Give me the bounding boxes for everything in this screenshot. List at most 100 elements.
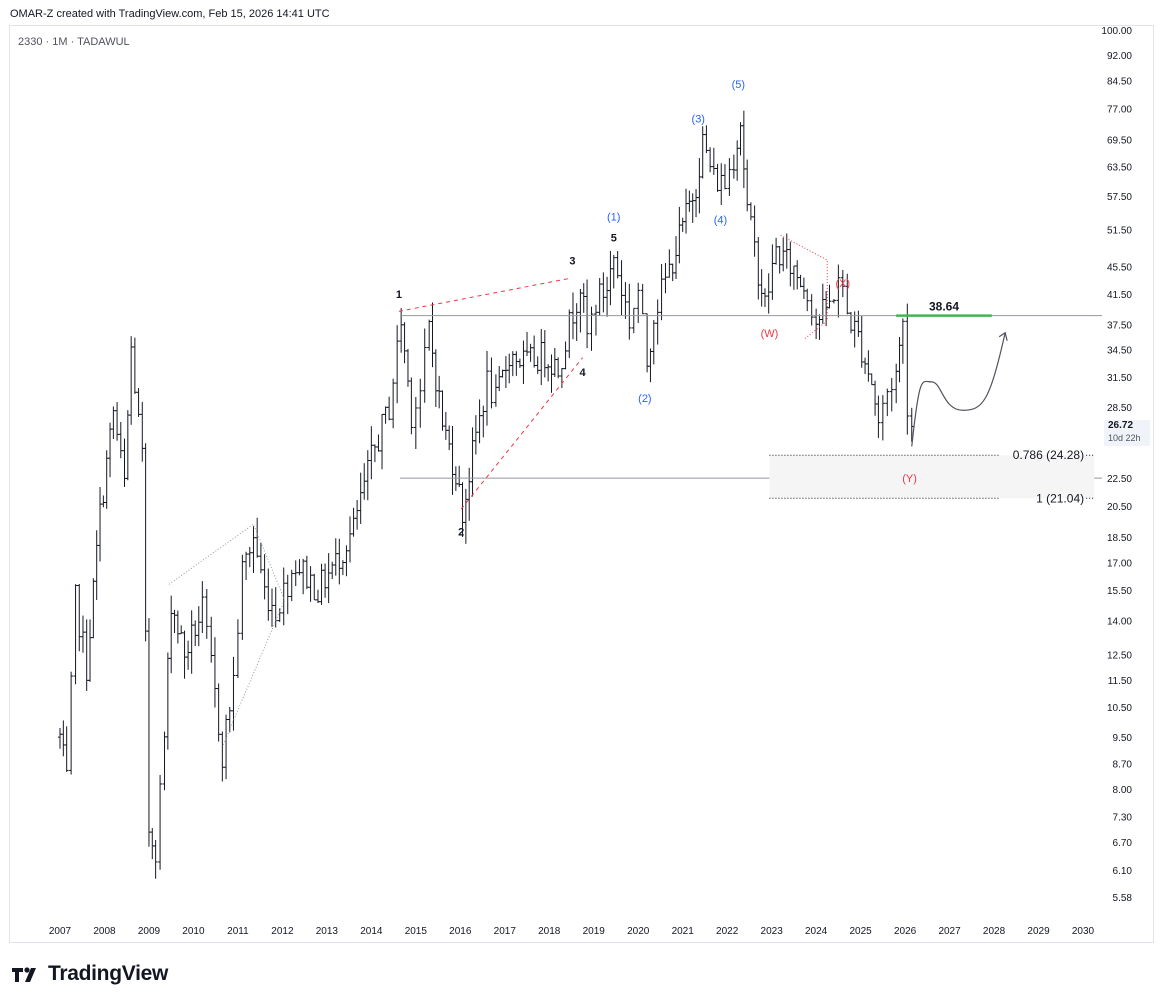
ohlc-bar bbox=[680, 217, 685, 232]
ohlc-bar bbox=[200, 581, 205, 634]
x-tick-label: 2026 bbox=[894, 926, 917, 937]
ohlc-bar bbox=[319, 563, 324, 605]
ohlc-bar bbox=[69, 671, 74, 775]
ohlc-bar bbox=[450, 426, 455, 495]
ohlc-bar bbox=[262, 554, 267, 600]
ohlc-bar bbox=[574, 303, 579, 341]
ohlc-bar bbox=[362, 463, 367, 500]
ohlc-bar bbox=[563, 341, 568, 370]
ohlc-bar bbox=[212, 637, 217, 708]
x-tick-label: 2016 bbox=[449, 926, 472, 937]
price-bars bbox=[58, 110, 914, 879]
y-tick-label: 6.70 bbox=[1113, 838, 1133, 849]
ohlc-bar bbox=[784, 233, 789, 269]
ohlc-bar bbox=[443, 411, 448, 440]
ohlc-bar bbox=[556, 357, 561, 379]
ohlc-bar bbox=[489, 357, 494, 409]
ohlc-bar bbox=[762, 288, 767, 308]
wave-label: 3 bbox=[569, 256, 575, 268]
ohlc-bar bbox=[581, 283, 586, 313]
ohlc-bar bbox=[715, 163, 720, 192]
trendline-upper bbox=[398, 277, 572, 312]
ohlc-bar bbox=[549, 354, 554, 393]
ohlc-bar bbox=[648, 348, 653, 383]
fib-level-label: 0.786 (24.28) bbox=[1013, 448, 1084, 462]
ohlc-bar bbox=[470, 427, 475, 497]
ohlc-bar bbox=[369, 426, 374, 480]
ohlc-bar bbox=[463, 488, 468, 544]
x-tick-label: 2010 bbox=[182, 926, 205, 937]
ohlc-bar bbox=[795, 260, 800, 290]
bar-countdown: 10d 22h bbox=[1108, 433, 1141, 443]
ohlc-bar bbox=[143, 443, 148, 642]
ohlc-bar bbox=[247, 547, 252, 568]
ohlc-bar bbox=[196, 606, 201, 647]
y-tick-label: 37.50 bbox=[1107, 321, 1132, 332]
ohlc-bar bbox=[655, 299, 660, 345]
tradingview-logo[interactable]: TradingView bbox=[12, 962, 168, 986]
ohlc-bar bbox=[467, 467, 472, 521]
ohlc-bar bbox=[578, 288, 583, 333]
ohlc-bar bbox=[597, 278, 602, 316]
x-tick-label: 2020 bbox=[627, 926, 650, 937]
ohlc-bar bbox=[677, 206, 682, 264]
ohlc-bar bbox=[700, 126, 705, 179]
ohlc-bar bbox=[301, 558, 306, 595]
ohlc-bar bbox=[240, 554, 245, 640]
ohlc-bar bbox=[73, 584, 78, 685]
wave-label: 5 bbox=[611, 232, 617, 244]
ohlc-bar bbox=[383, 406, 388, 424]
ohlc-bar bbox=[788, 241, 793, 287]
ohlc-bar bbox=[330, 561, 335, 580]
ohlc-bar bbox=[694, 189, 699, 218]
ohlc-bar bbox=[517, 358, 522, 368]
ohlc-bar bbox=[493, 374, 498, 407]
ohlc-bar bbox=[351, 507, 356, 537]
ohlc-bar bbox=[266, 568, 271, 621]
x-tick-label: 2018 bbox=[538, 926, 561, 937]
y-tick-label: 77.00 bbox=[1107, 105, 1132, 116]
wave-label: (X) bbox=[835, 278, 850, 290]
ohlc-bar bbox=[304, 555, 309, 590]
y-tick-label: 7.30 bbox=[1113, 812, 1133, 823]
y-tick-label: 57.50 bbox=[1107, 192, 1132, 203]
ohlc-bar bbox=[158, 775, 163, 870]
ohlc-bar bbox=[627, 283, 632, 340]
y-tick-label: 15.50 bbox=[1107, 586, 1132, 597]
ohlc-bar bbox=[852, 311, 857, 348]
ohlc-bar bbox=[738, 122, 743, 156]
resistance-label: 38.64 bbox=[929, 300, 959, 314]
ohlc-bar bbox=[293, 560, 298, 587]
ohlc-bar bbox=[745, 159, 750, 212]
x-tick-label: 2024 bbox=[805, 926, 828, 937]
wave-label: (1) bbox=[607, 212, 620, 224]
ohlc-bar bbox=[409, 377, 414, 435]
tradingview-logo-icon bbox=[12, 967, 36, 982]
fib-zone bbox=[769, 455, 1095, 499]
ohlc-bar bbox=[186, 640, 191, 670]
ohlc-bar bbox=[619, 260, 624, 316]
ohlc-bar bbox=[418, 378, 423, 428]
ohlc-bar bbox=[708, 147, 713, 173]
ohlc-bar bbox=[323, 563, 328, 598]
ohlc-bar bbox=[437, 375, 442, 409]
ohlc-bar bbox=[640, 284, 645, 315]
ohlc-bar bbox=[866, 350, 871, 382]
ohlc-bar bbox=[140, 401, 145, 462]
y-tick-label: 8.70 bbox=[1113, 760, 1133, 771]
ohlc-bar bbox=[777, 246, 782, 274]
y-tick-label: 12.50 bbox=[1107, 651, 1132, 662]
ohlc-bar bbox=[859, 315, 864, 368]
y-tick-label: 45.50 bbox=[1107, 263, 1132, 274]
x-tick-label: 2012 bbox=[271, 926, 294, 937]
ohlc-bar bbox=[869, 373, 874, 386]
ohlc-bar bbox=[873, 380, 878, 416]
ohlc-bar bbox=[122, 438, 127, 487]
last-price: 26.72 bbox=[1108, 420, 1134, 431]
ohlc-bar bbox=[58, 728, 62, 749]
ohlc-bar bbox=[111, 406, 116, 439]
symbol-label[interactable]: 2330 · 1M · TADAWUL bbox=[18, 36, 130, 48]
y-tick-label: 92.00 bbox=[1107, 51, 1132, 62]
ohlc-bar bbox=[605, 276, 610, 317]
